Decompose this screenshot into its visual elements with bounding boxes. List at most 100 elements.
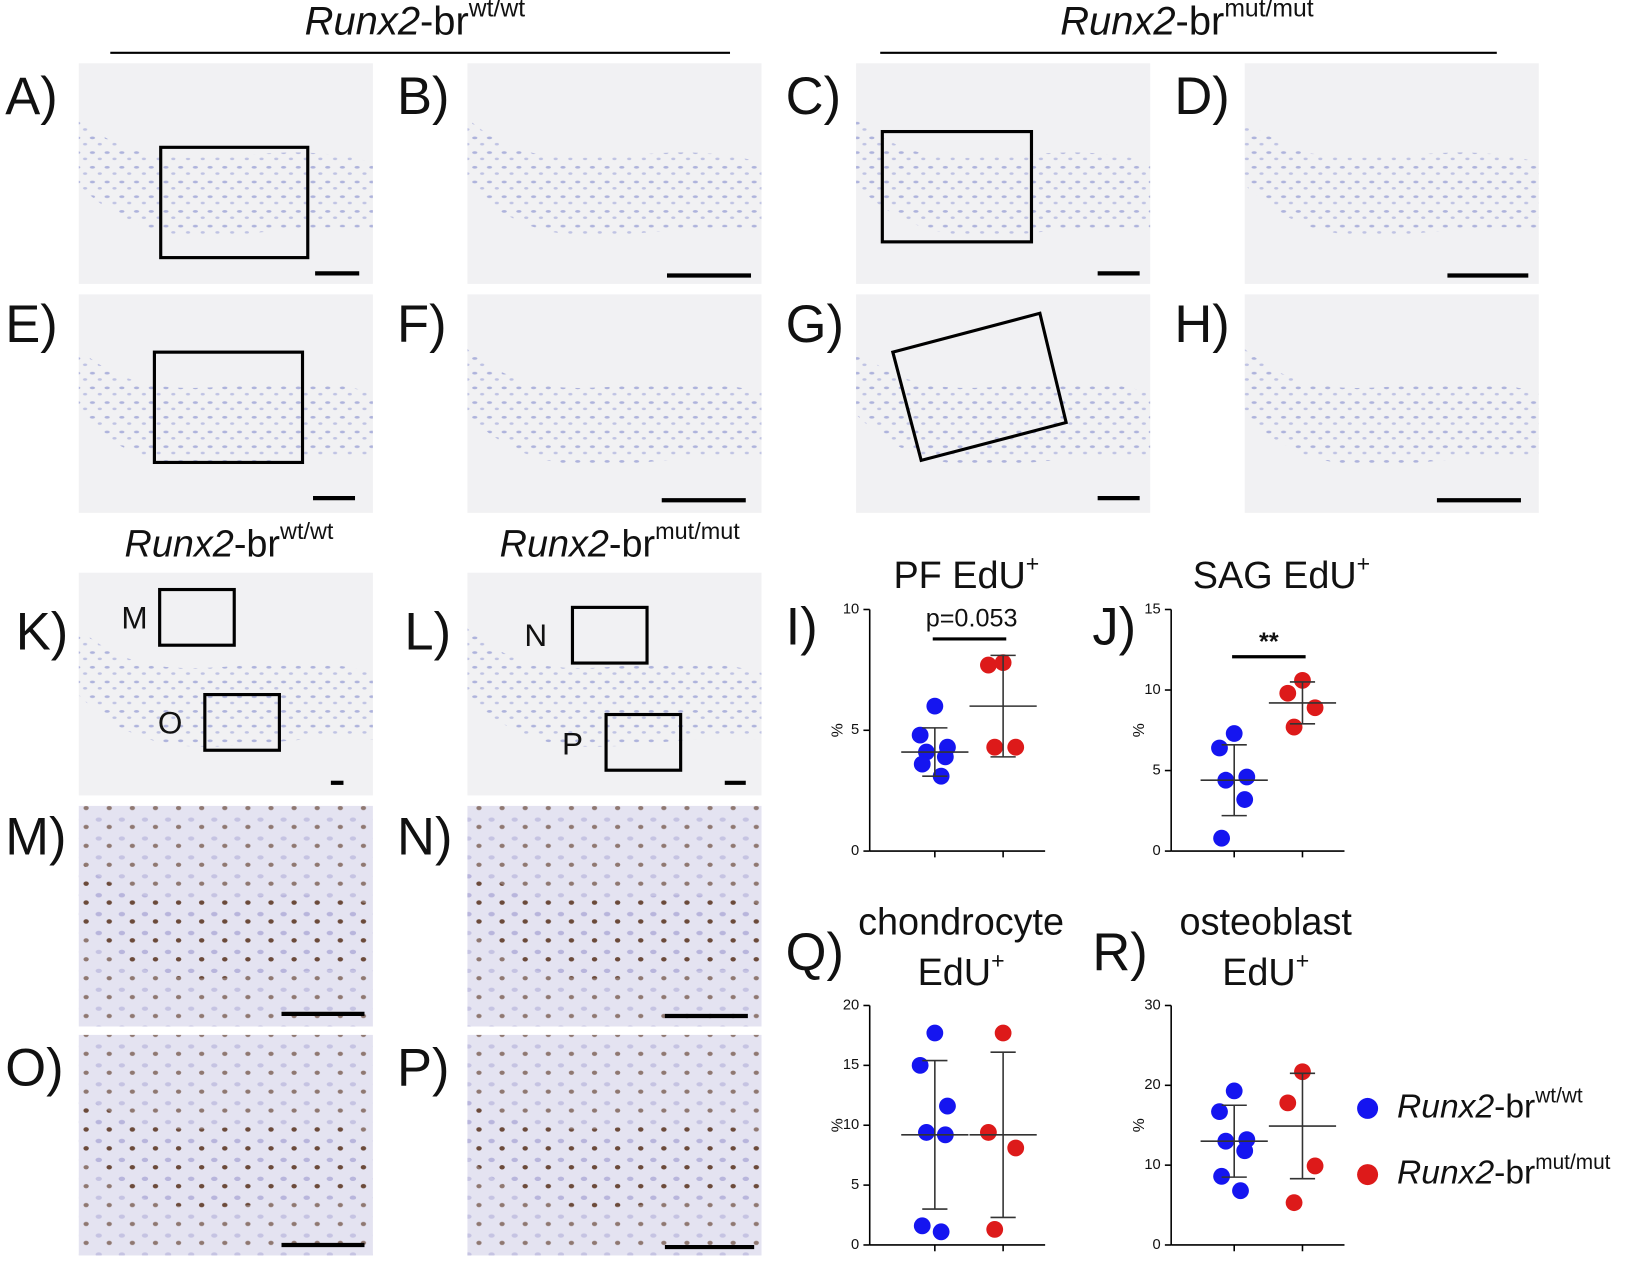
y-axis-label: % xyxy=(829,723,846,737)
data-point xyxy=(1225,1082,1243,1100)
gene-name: Runx2 xyxy=(1397,1088,1494,1125)
data-point xyxy=(1007,738,1025,756)
chart-title-text: PF EdU xyxy=(893,555,1025,597)
tissue xyxy=(1244,348,1539,466)
inset-label: N xyxy=(524,617,547,653)
genotype-label: Runx2-brwt/wt xyxy=(125,518,334,565)
data-point xyxy=(1211,1103,1228,1121)
data-point xyxy=(1236,791,1254,808)
panel-label: M) xyxy=(5,807,66,866)
data-point xyxy=(1007,1139,1025,1157)
allele-superscript: wt/wt xyxy=(1534,1084,1583,1107)
tissue xyxy=(78,628,373,747)
chart-title-superscript: + xyxy=(991,948,1005,974)
genotype-label: Runx2-brmut/mut xyxy=(500,518,741,565)
allele-prefix: -br xyxy=(1176,0,1225,43)
data-point xyxy=(1213,1167,1230,1185)
allele-prefix: -br xyxy=(609,523,655,565)
genotype-label: Runx2-brmut/mut xyxy=(1397,1150,1611,1191)
inset-box xyxy=(203,692,281,752)
tissue xyxy=(856,348,1151,466)
data-point xyxy=(994,1024,1012,1042)
genotype-label: Runx2-brmut/mut xyxy=(1060,0,1314,43)
data-point xyxy=(1306,699,1324,717)
y-tick-label: 20 xyxy=(1144,1077,1160,1093)
data-point xyxy=(1285,1194,1303,1212)
chart-title: SAG EdU+ xyxy=(1193,550,1370,596)
panel-label: G) xyxy=(786,295,844,354)
chart-title: PF EdU+ xyxy=(893,550,1039,596)
inset-box xyxy=(158,587,236,647)
data-point xyxy=(980,656,997,674)
allele-superscript: wt/wt xyxy=(279,518,334,544)
y-tick-label: 5 xyxy=(851,1177,859,1193)
y-tick-label: 10 xyxy=(843,1117,859,1133)
data-point xyxy=(913,755,931,773)
genotype-label: Runx2-brwt/wt xyxy=(305,0,526,43)
y-axis-label: % xyxy=(1131,1118,1148,1132)
micrograph-texture xyxy=(467,1034,762,1256)
chart-title-text: SAG EdU xyxy=(1193,555,1357,597)
chart-title: EdU+ xyxy=(918,948,1005,994)
gene-name: Runx2 xyxy=(1060,0,1175,43)
panel-label: I) xyxy=(786,597,818,656)
inset-box xyxy=(152,350,305,465)
data-point xyxy=(932,1223,950,1241)
chart-title-text: chondrocyte xyxy=(858,902,1064,944)
panel-label: J) xyxy=(1092,597,1136,656)
micrograph-texture xyxy=(78,805,373,1027)
y-axis-label: % xyxy=(829,1118,846,1132)
genotype-label: Runx2-brwt/wt xyxy=(1397,1084,1583,1125)
data-point xyxy=(1211,739,1228,757)
y-tick-label: 10 xyxy=(1144,682,1160,698)
chart-title: EdU+ xyxy=(1222,948,1309,994)
panel-label: L) xyxy=(404,603,451,662)
y-tick-label: 0 xyxy=(851,1237,859,1253)
data-point xyxy=(980,1124,997,1141)
data-point xyxy=(1306,1157,1324,1175)
chart-title-text: osteoblast xyxy=(1180,902,1353,944)
allele-superscript: mut/mut xyxy=(655,518,740,544)
inset-label: O xyxy=(158,704,183,740)
panel-label: C) xyxy=(786,67,841,126)
y-tick-label: 30 xyxy=(1144,997,1160,1013)
panel-label: F) xyxy=(397,295,447,354)
panel-label: K) xyxy=(16,603,69,662)
tissue xyxy=(856,118,1151,236)
tissue xyxy=(78,348,373,466)
y-tick-label: 20 xyxy=(843,997,859,1013)
inset-box xyxy=(880,129,1034,244)
data-point xyxy=(1232,1182,1249,1200)
gene-name: Runx2 xyxy=(125,523,234,565)
panel-label: H) xyxy=(1174,295,1229,354)
data-point xyxy=(911,1056,929,1074)
tissue xyxy=(467,628,762,747)
inset-box xyxy=(890,311,1069,463)
data-point xyxy=(926,1024,944,1042)
legend-marker xyxy=(1357,1097,1379,1119)
data-point xyxy=(1294,1063,1311,1081)
panel-label: B) xyxy=(397,67,450,126)
data-point xyxy=(926,697,944,715)
y-tick-label: 10 xyxy=(843,601,859,617)
inset-label: M xyxy=(121,599,147,635)
allele-prefix: -br xyxy=(234,523,280,565)
significance-label: p=0.053 xyxy=(926,605,1018,633)
inset-box xyxy=(604,712,683,772)
tissue xyxy=(78,118,373,236)
chart-title-superscript: + xyxy=(1357,550,1371,576)
data-point xyxy=(939,1097,956,1115)
y-tick-label: 10 xyxy=(1144,1157,1160,1173)
chart-title-superscript: + xyxy=(1026,550,1040,576)
data-point xyxy=(1279,684,1297,702)
panel-label: R) xyxy=(1092,923,1147,982)
tissue xyxy=(467,348,762,466)
chart-title-text: EdU xyxy=(1222,952,1296,994)
tissue xyxy=(467,118,762,236)
y-tick-label: 0 xyxy=(1153,843,1161,859)
y-tick-label: 5 xyxy=(1153,762,1161,778)
chart-title: chondrocyte xyxy=(858,902,1064,944)
data-point xyxy=(1236,1142,1254,1160)
significance-label: ** xyxy=(1259,628,1279,656)
